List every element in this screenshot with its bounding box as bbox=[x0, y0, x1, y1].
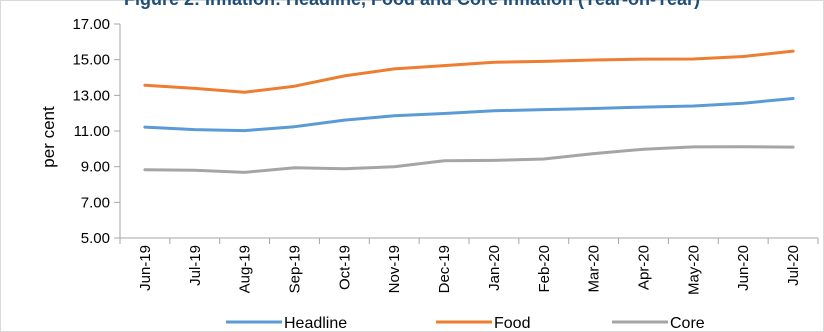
y-tick-label: 17.00 bbox=[72, 16, 110, 33]
series-line-core bbox=[143, 145, 795, 174]
series-line-headline bbox=[143, 97, 795, 133]
y-tick-label: 15.00 bbox=[72, 52, 110, 69]
x-tick-label: Mar-20 bbox=[586, 245, 603, 293]
x-tick-label: Jun-19 bbox=[137, 245, 154, 291]
legend-label-food: Food bbox=[494, 315, 530, 332]
x-tick-label: Jun-20 bbox=[735, 245, 752, 291]
y-tick-label: 13.00 bbox=[72, 87, 110, 104]
series-line-food bbox=[143, 49, 795, 94]
x-tick-label: Dec-19 bbox=[436, 245, 453, 293]
y-tick-label: 9.00 bbox=[81, 159, 110, 176]
x-tick-label: Nov-19 bbox=[386, 245, 403, 293]
x-tick-label: May-20 bbox=[685, 245, 702, 295]
x-tick-label: Jan-20 bbox=[486, 245, 503, 291]
x-tick-label: Sep-19 bbox=[287, 245, 304, 293]
legend-label-headline: Headline bbox=[284, 315, 347, 332]
y-tick-label: 7.00 bbox=[81, 194, 110, 211]
x-tick-label: Oct-19 bbox=[336, 245, 353, 290]
legend-label-core: Core bbox=[670, 315, 705, 332]
y-tick-label: 11.00 bbox=[74, 123, 110, 140]
y-tick-label: 5.00 bbox=[81, 230, 110, 247]
y-axis-title: per cent bbox=[39, 106, 58, 168]
x-tick-label: Feb-20 bbox=[536, 245, 553, 293]
x-tick-label: Jul-19 bbox=[187, 245, 204, 286]
x-tick-label: Jul-20 bbox=[785, 245, 802, 286]
chart-title: Figure 2: Inflation: Headline, Food and … bbox=[0, 0, 824, 10]
x-tick-label: Aug-19 bbox=[237, 245, 254, 293]
x-tick-label: Apr-20 bbox=[636, 245, 653, 290]
